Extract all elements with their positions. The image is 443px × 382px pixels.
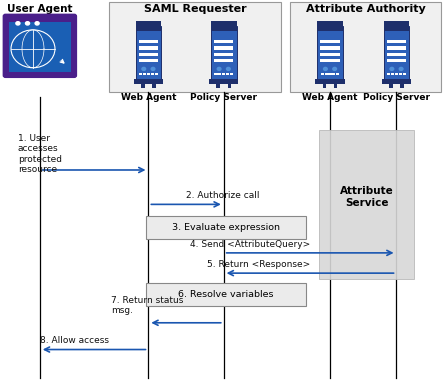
FancyBboxPatch shape (136, 26, 161, 79)
Text: 7. Return status
msg.: 7. Return status msg. (111, 296, 183, 315)
FancyBboxPatch shape (319, 130, 414, 279)
FancyBboxPatch shape (384, 26, 409, 79)
FancyBboxPatch shape (214, 73, 218, 75)
Text: 5. Return <Response>: 5. Return <Response> (207, 260, 310, 269)
FancyBboxPatch shape (139, 73, 142, 75)
FancyBboxPatch shape (389, 84, 392, 87)
FancyBboxPatch shape (395, 73, 398, 75)
FancyBboxPatch shape (155, 73, 158, 75)
FancyBboxPatch shape (152, 84, 156, 87)
Circle shape (25, 21, 30, 26)
Circle shape (151, 67, 155, 71)
FancyBboxPatch shape (320, 46, 340, 50)
Circle shape (332, 67, 337, 71)
FancyBboxPatch shape (387, 59, 406, 63)
Circle shape (217, 67, 222, 71)
FancyBboxPatch shape (209, 79, 238, 84)
FancyBboxPatch shape (403, 73, 406, 75)
FancyBboxPatch shape (218, 73, 222, 75)
Text: 8. Allow access: 8. Allow access (40, 336, 109, 345)
FancyBboxPatch shape (336, 73, 339, 75)
FancyBboxPatch shape (146, 283, 306, 306)
FancyBboxPatch shape (321, 73, 324, 75)
Circle shape (141, 67, 146, 71)
FancyBboxPatch shape (214, 46, 233, 50)
FancyBboxPatch shape (211, 21, 237, 31)
Text: SAML Requester: SAML Requester (144, 4, 246, 14)
FancyBboxPatch shape (146, 216, 306, 239)
FancyBboxPatch shape (3, 14, 76, 77)
FancyBboxPatch shape (384, 21, 409, 31)
Text: 1. User
accesses
protected
resource: 1. User accesses protected resource (18, 134, 62, 174)
FancyBboxPatch shape (216, 84, 220, 87)
FancyBboxPatch shape (387, 40, 406, 43)
FancyBboxPatch shape (325, 73, 328, 75)
Circle shape (15, 21, 21, 26)
FancyBboxPatch shape (323, 84, 326, 87)
FancyBboxPatch shape (214, 40, 233, 43)
FancyBboxPatch shape (214, 53, 233, 56)
FancyBboxPatch shape (320, 40, 340, 43)
Text: 4. Send <AttributeQuery>: 4. Send <AttributeQuery> (190, 240, 310, 249)
Text: Web Agent: Web Agent (302, 93, 358, 102)
FancyBboxPatch shape (136, 21, 161, 31)
FancyBboxPatch shape (230, 73, 233, 75)
FancyBboxPatch shape (147, 73, 150, 75)
FancyBboxPatch shape (139, 53, 158, 56)
FancyBboxPatch shape (214, 59, 233, 63)
FancyBboxPatch shape (387, 46, 406, 50)
Circle shape (226, 67, 231, 71)
FancyBboxPatch shape (226, 73, 229, 75)
FancyBboxPatch shape (329, 73, 331, 75)
FancyBboxPatch shape (315, 79, 345, 84)
FancyBboxPatch shape (151, 73, 154, 75)
FancyBboxPatch shape (317, 26, 343, 79)
FancyBboxPatch shape (399, 73, 402, 75)
FancyBboxPatch shape (139, 46, 158, 50)
Text: Attribute
Service: Attribute Service (340, 186, 393, 207)
Circle shape (389, 67, 394, 71)
FancyBboxPatch shape (320, 53, 340, 56)
Text: 2. Authorize call: 2. Authorize call (186, 191, 260, 200)
Text: Policy Server: Policy Server (363, 93, 430, 102)
Circle shape (323, 67, 328, 71)
FancyBboxPatch shape (143, 73, 146, 75)
FancyBboxPatch shape (387, 73, 390, 75)
FancyBboxPatch shape (139, 59, 158, 63)
FancyBboxPatch shape (317, 21, 343, 31)
FancyBboxPatch shape (332, 73, 335, 75)
Text: Web Agent: Web Agent (120, 93, 176, 102)
FancyBboxPatch shape (334, 84, 338, 87)
Circle shape (11, 30, 55, 68)
Circle shape (399, 67, 404, 71)
FancyBboxPatch shape (9, 22, 71, 72)
FancyBboxPatch shape (211, 26, 237, 79)
FancyBboxPatch shape (109, 2, 281, 92)
Text: User Agent: User Agent (7, 4, 73, 14)
FancyBboxPatch shape (290, 2, 441, 92)
FancyBboxPatch shape (387, 53, 406, 56)
FancyBboxPatch shape (228, 84, 231, 87)
FancyBboxPatch shape (222, 73, 225, 75)
FancyBboxPatch shape (382, 79, 411, 84)
Circle shape (35, 21, 40, 26)
Text: 3. Evaluate expression: 3. Evaluate expression (172, 223, 280, 232)
FancyBboxPatch shape (141, 84, 144, 87)
FancyBboxPatch shape (139, 40, 158, 43)
FancyBboxPatch shape (134, 79, 163, 84)
FancyBboxPatch shape (391, 73, 394, 75)
FancyBboxPatch shape (400, 84, 404, 87)
Text: 6. Resolve variables: 6. Resolve variables (178, 290, 274, 299)
FancyBboxPatch shape (320, 59, 340, 63)
Text: Attribute Authority: Attribute Authority (306, 4, 425, 14)
Text: Policy Server: Policy Server (190, 93, 257, 102)
